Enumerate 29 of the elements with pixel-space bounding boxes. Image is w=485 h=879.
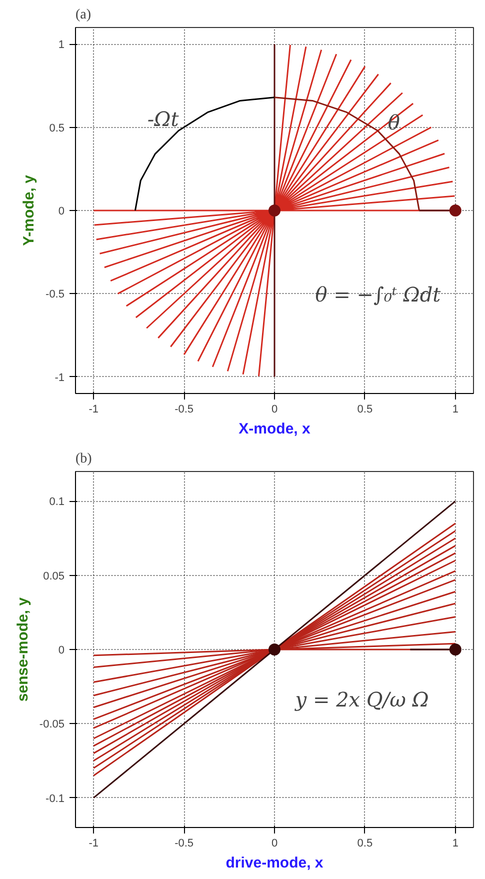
chart-title: (b) [76,452,92,466]
x-tick-label: 1 [452,838,458,850]
y-tick-label: 1 [58,39,65,52]
x-tick-label: 0.5 [357,404,373,416]
y-tick-label: 0 [58,644,65,656]
annotation: y = 2x Q/ω Ω [294,687,429,712]
x-tick-label: 0 [271,404,278,416]
x-tick-label: -0.5 [174,404,194,416]
annotation: θ = −∫₀ᵗ Ωdt [315,282,442,307]
y-tick-label: 0.5 [49,122,65,134]
y-tick-label: 0 [58,206,65,218]
x-axis-title: X-mode, x [238,420,311,438]
y-tick-label: -0.1 [46,792,65,805]
y-tick-label: -1 [54,372,64,384]
y-axis-title: Y-mode, y [20,174,38,246]
y-axis-title: sense-mode, y [14,596,32,702]
x-tick-label: -1 [88,838,98,850]
x-tick-label: 1 [452,404,458,416]
y-tick-label: -0.05 [39,718,65,731]
chart-title: (a) [76,8,92,22]
annotation: -Ωt [147,107,180,131]
x-tick-label: 0 [271,838,278,850]
x-tick-label: 0.5 [357,838,373,850]
y-tick-label: -0.5 [46,288,65,301]
y-tick-label: 0.05 [43,570,65,582]
x-axis-title: drive-mode, x [226,854,324,872]
y-tick-label: 0.1 [49,496,65,508]
x-tick-label: -1 [88,404,98,416]
x-tick-label: -0.5 [174,838,194,850]
